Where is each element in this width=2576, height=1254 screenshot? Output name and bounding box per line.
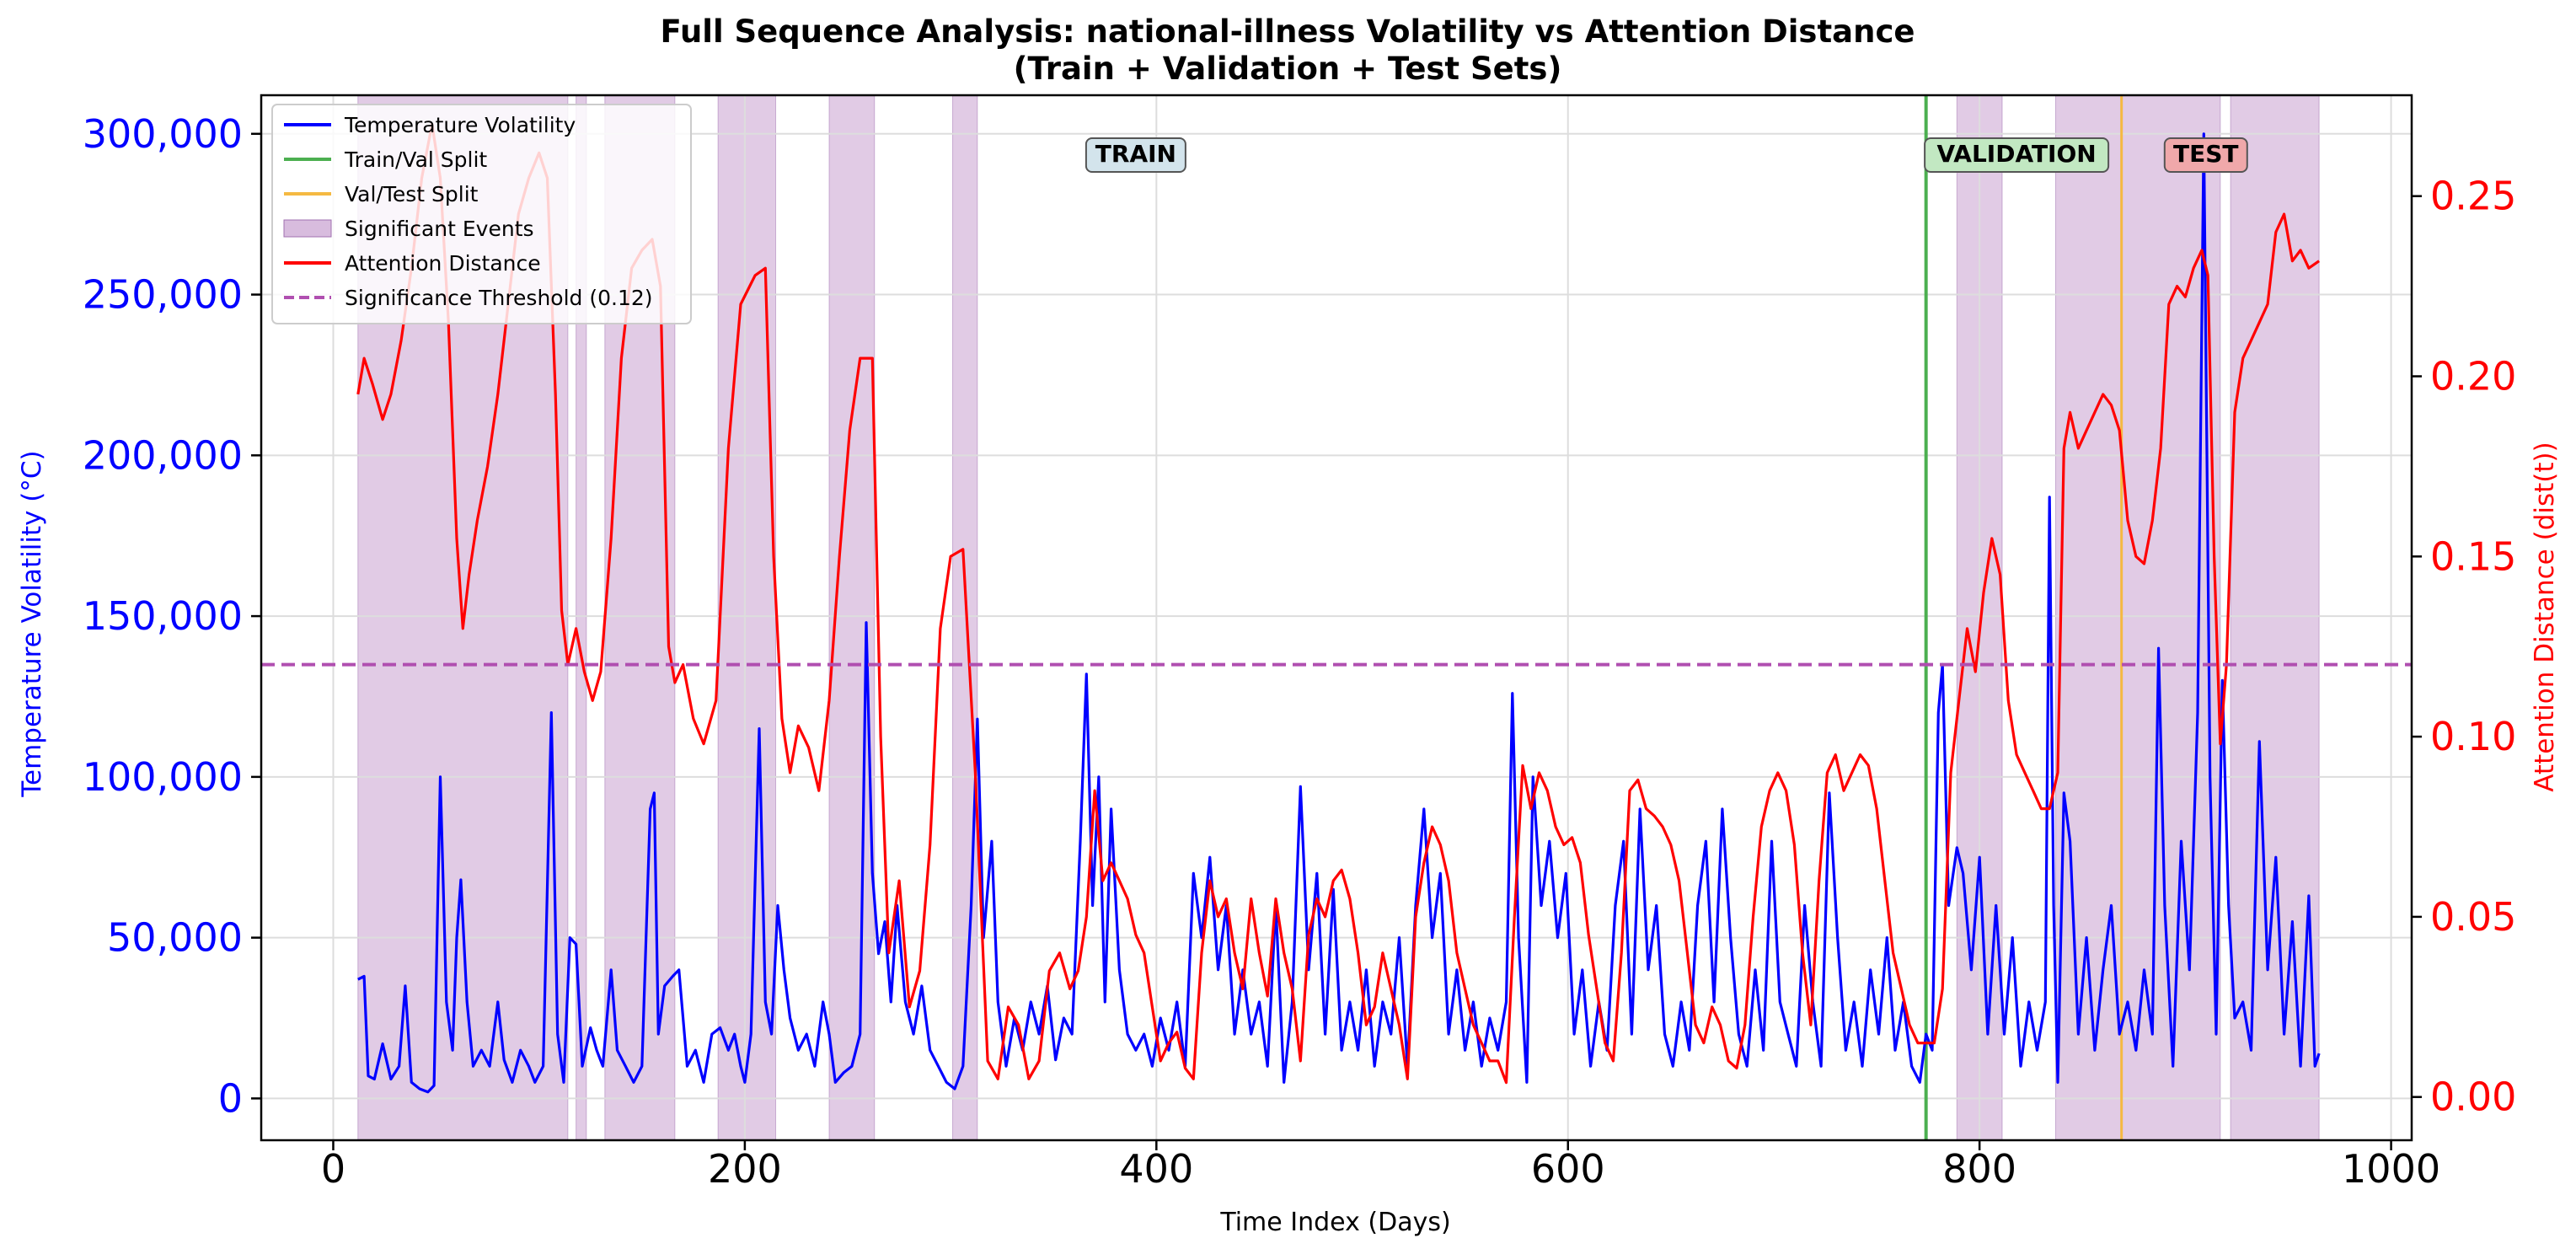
y-left-tick-label: 150,000 [83, 593, 243, 639]
y-left-tick-label: 0 [218, 1075, 243, 1121]
legend-label-val-test-split: Val/Test Split [345, 182, 479, 206]
region-label-box [1084, 137, 1186, 173]
region-label-text: TRAIN [1095, 140, 1176, 168]
y-right-tick-label: 0.25 [2430, 174, 2516, 219]
x-axis-label: Time Index (Days) [1219, 1208, 1450, 1237]
y-axis-left-label: Temperature Volatility (°C) [17, 450, 47, 797]
legend-label-significant-events: Significant Events [345, 217, 534, 241]
y-right-tick-label: 0.10 [2430, 714, 2516, 759]
y-left-tick-label: 50,000 [107, 915, 243, 961]
region-label-text: VALIDATION [1937, 140, 2097, 168]
y-axis-right-label: Attention Distance (dist(t)) [2530, 442, 2560, 791]
region-label-test: TEST [2163, 137, 2248, 173]
series-line-temperature-volatility [357, 132, 2321, 1094]
significant-event-span-4 [717, 94, 777, 1141]
x-tick-label: 400 [1119, 1146, 1193, 1192]
y-left-tick-label: 200,000 [83, 432, 243, 478]
y-right-tick-label: 0.05 [2430, 894, 2516, 940]
legend-label-attention-distance: Attention Distance [345, 251, 541, 276]
x-tick-label: 800 [1942, 1146, 2016, 1192]
legend-swatch-significant-events [283, 219, 332, 238]
x-tick-label: 1000 [2342, 1146, 2440, 1192]
legend-label-train-val-split: Train/Val Split [344, 147, 487, 172]
region-label-validation: VALIDATION [1924, 137, 2110, 173]
legend-label-temperature-volatility: Temperature Volatility [344, 113, 576, 137]
region-label-box [2163, 137, 2248, 173]
legend: Temperature Volatility Train/Val Split Val… [271, 104, 692, 324]
x-tick-label: 600 [1531, 1146, 1605, 1192]
plot-frame [260, 94, 2413, 1142]
significant-event-span-8 [2055, 94, 2221, 1141]
legend-label-significance-threshold-0-12: Significance Threshold (0.12) [345, 286, 653, 310]
y-left-tick-label: 300,000 [83, 111, 243, 157]
region-label-box [1924, 137, 2110, 173]
significant-event-span-5 [828, 94, 876, 1141]
x-tick-label: 200 [708, 1146, 782, 1192]
y-left-tick-label: 250,000 [83, 272, 243, 318]
region-label-text: TEST [2173, 140, 2239, 168]
chart-title: Full Sequence Analysis: national-illness… [661, 13, 1915, 50]
chart-subtitle: (Train + Validation + Test Sets) [1014, 51, 1562, 87]
y-right-tick-label: 0.20 [2430, 354, 2516, 399]
x-tick-label: 0 [321, 1146, 345, 1192]
legend-box [271, 104, 692, 324]
series-line-attention-distance [356, 122, 2321, 1085]
y-left-tick-label: 100,000 [83, 754, 243, 800]
y-right-tick-label: 0.15 [2430, 533, 2516, 579]
y-right-tick-label: 0.00 [2430, 1074, 2516, 1120]
plot-area: TRAIN VALIDATION TEST 0 200 400 600 800 1000 0 50,… [83, 94, 2516, 1192]
region-label-train: TRAIN [1084, 137, 1186, 173]
significant-event-span-6 [952, 94, 978, 1141]
